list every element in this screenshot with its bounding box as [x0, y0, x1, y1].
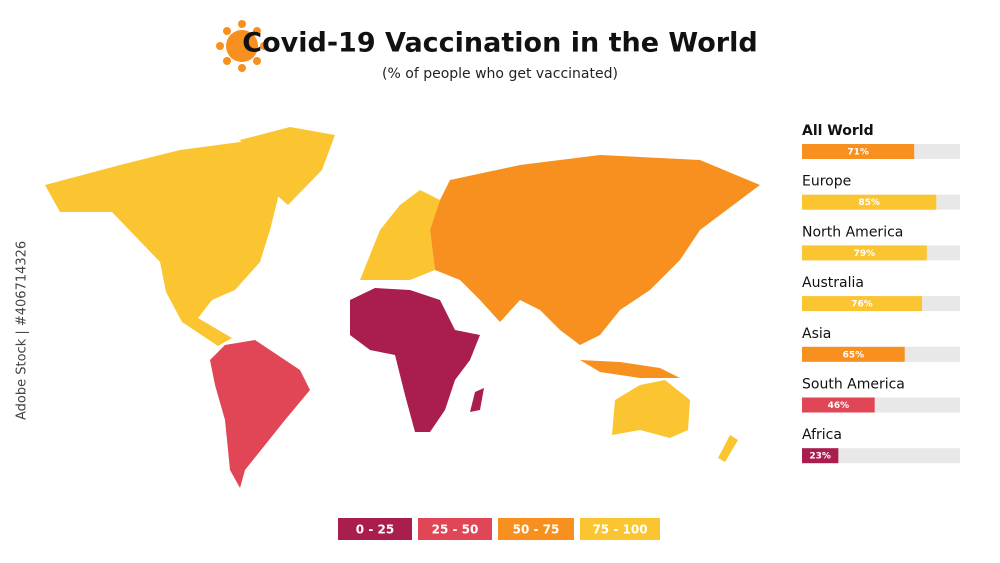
legend-swatch	[498, 518, 574, 540]
africa	[350, 288, 480, 432]
legend-label: 75 - 100	[592, 523, 647, 537]
bar	[802, 397, 875, 413]
legend-swatch	[418, 518, 492, 540]
region-label: All World	[802, 123, 874, 139]
north-america	[45, 142, 280, 346]
legend: 0 - 25 25 - 50 50 - 75 75 - 100	[338, 518, 660, 540]
legend-label: 25 - 50	[432, 523, 479, 537]
watermark: Adobe Stock | #406714326	[15, 241, 30, 420]
new-zealand	[718, 435, 738, 462]
south-america	[210, 340, 310, 488]
legend-label: 50 - 75	[513, 523, 560, 537]
value-label: 85%	[858, 198, 880, 208]
legend-label: 0 - 25	[356, 523, 394, 537]
australia	[612, 380, 690, 438]
madagascar	[470, 388, 484, 412]
region-label: Europe	[802, 174, 851, 190]
region-label: Africa	[802, 427, 842, 443]
bar	[802, 144, 915, 159]
value-label: 79%	[854, 249, 876, 259]
bar	[802, 296, 923, 312]
chart-title: Covid-19 Vaccination in the World	[242, 28, 757, 59]
value-label: 23%	[809, 452, 831, 462]
value-label: 71%	[847, 148, 869, 158]
region-label: North America	[802, 224, 903, 240]
region-bars: All World 71% Europe 85% North America 79% Aus…	[802, 123, 960, 464]
legend-swatch	[580, 518, 660, 540]
region-label: Australia	[802, 275, 864, 291]
region-label: Asia	[802, 326, 831, 342]
virus-icon	[216, 20, 268, 72]
indonesia	[580, 360, 680, 378]
value-label: 46%	[828, 401, 850, 411]
bar	[802, 194, 937, 210]
legend-swatch	[338, 518, 412, 540]
value-label: 76%	[851, 300, 873, 310]
bar-track	[802, 448, 960, 464]
world-map	[45, 127, 760, 488]
chart-subtitle: (% of people who get vaccinated)	[382, 66, 618, 82]
europe	[360, 190, 440, 280]
bar	[802, 448, 839, 464]
value-label: 65%	[843, 350, 865, 360]
asia	[430, 155, 760, 345]
bar	[802, 346, 905, 362]
greenland	[240, 127, 335, 205]
region-label: South America	[802, 377, 905, 393]
bar	[802, 245, 927, 261]
